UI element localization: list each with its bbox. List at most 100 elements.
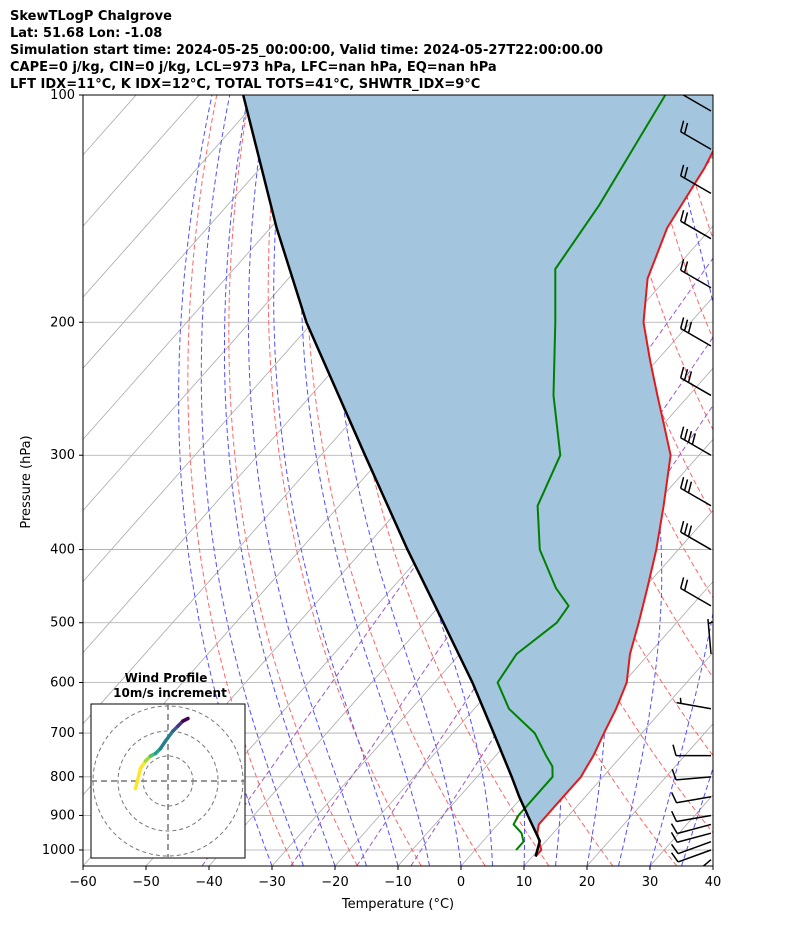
- y-tick-label: 600: [50, 676, 75, 691]
- wind-barb-staff: [680, 377, 712, 397]
- chart-header: SkewTLogP Chalgrove Lat: 51.68 Lon: -1.0…: [10, 8, 603, 93]
- x-tick-label: −50: [132, 875, 159, 890]
- hodograph-title: Wind Profile: [125, 671, 208, 685]
- moist-adiabat: [649, 95, 713, 866]
- wind-barb-flag: [683, 523, 689, 535]
- wind-barb: [679, 366, 712, 397]
- wind-barb-flag: [683, 319, 689, 331]
- wind-barb: [679, 209, 712, 240]
- x-tick-label: 0: [457, 875, 465, 890]
- wind-barb-flag: [679, 164, 685, 177]
- wind-barb: [679, 259, 712, 289]
- dry-adiabat: [411, 95, 678, 866]
- location-line: Lat: 51.68 Lon: -1.08: [10, 26, 163, 41]
- time-line: Simulation start time: 2024-05-25_00:00:…: [10, 43, 603, 58]
- wind-barb-staff: [680, 437, 712, 456]
- y-tick-label: 500: [50, 616, 75, 631]
- wind-barb-flag: [672, 744, 677, 756]
- wind-barb-flag: [683, 579, 689, 591]
- wind-barb-staff: [680, 131, 712, 150]
- wind-barb: [670, 832, 712, 843]
- isotherm-line: [776, 95, 794, 866]
- wind-barb-flag: [679, 366, 685, 379]
- wind-barb-flag: [687, 431, 693, 443]
- parcel-line: [241, 95, 542, 857]
- x-tick-label: 20: [579, 875, 596, 890]
- wind-barb-flag: [683, 479, 689, 491]
- wind-barb-staff: [680, 487, 712, 507]
- dry-adiabat: [267, 95, 422, 866]
- isotherm-line: [83, 95, 200, 227]
- wind-barb-flag: [671, 768, 677, 781]
- temperature-line: [534, 149, 713, 858]
- wind-barb-flag: [687, 481, 693, 493]
- wind-barb-staff: [677, 849, 712, 863]
- y-tick-label: 900: [50, 808, 75, 823]
- wind-barbs: [670, 95, 713, 882]
- wind-barb: [679, 477, 712, 507]
- x-tick-label: −30: [258, 875, 285, 890]
- wind-barb: [670, 792, 712, 804]
- wind-barb: [671, 768, 712, 781]
- wind-barb: [679, 426, 712, 456]
- hodograph-trace-segment: [133, 766, 143, 791]
- wind-barb: [679, 164, 712, 195]
- x-tick-label: −10: [384, 875, 411, 890]
- wind-barb-staff: [676, 832, 712, 843]
- wind-barb-flag: [675, 876, 684, 882]
- wind-barb: [670, 823, 712, 835]
- moist-adiabat: [681, 766, 713, 866]
- moist-adiabat: [745, 95, 794, 866]
- dry-adiabat: [673, 95, 713, 241]
- moist-adiabat: [712, 864, 713, 866]
- wind-barb-staff: [676, 814, 712, 823]
- wind-barb-flag: [683, 166, 689, 179]
- wind-barb-staff: [680, 531, 712, 551]
- wind-barb-staff: [677, 840, 712, 855]
- wind-barb-staff: [676, 701, 712, 710]
- wind-barb: [670, 849, 712, 863]
- y-axis-label: Pressure (hPa): [19, 435, 34, 528]
- hodograph-subtitle: 10m/s increment: [113, 686, 227, 700]
- dry-adiabat: [377, 95, 614, 866]
- y-tick-label: 700: [50, 726, 75, 741]
- wind-barb-staff: [681, 95, 712, 112]
- isotherm-line: [523, 652, 713, 866]
- wind-barb-flag: [670, 832, 678, 843]
- wind-barb-flag: [670, 810, 678, 822]
- wind-barb-flag: [679, 259, 685, 271]
- x-tick-label: −60: [69, 875, 96, 890]
- wind-barb-staff: [680, 220, 712, 240]
- isotherm-line: [334, 438, 713, 866]
- hodograph-trace-segment: [181, 716, 190, 723]
- x-tick-label: 10: [516, 875, 533, 890]
- wind-barb-flag: [670, 852, 679, 863]
- isotherm-line: [83, 95, 326, 369]
- wind-barb-staff: [676, 795, 712, 804]
- y-tick-label: 300: [50, 448, 75, 463]
- moist-adiabat: [178, 95, 273, 866]
- wind-barb: [670, 810, 712, 823]
- wind-barb-flag: [679, 317, 685, 329]
- wind-barb-flag: [679, 120, 685, 132]
- moist-adiabat: [300, 95, 430, 866]
- wind-barb-staff: [680, 269, 712, 289]
- y-tick-label: 100: [50, 88, 75, 103]
- wind-barb-flag: [679, 426, 685, 438]
- isotherm-line: [0, 95, 10, 866]
- moist-adiabat: [224, 95, 336, 866]
- x-axis: −60 −50 −40 −30 −20 −10 0 10 20 30 40: [69, 866, 721, 890]
- wind-barb-staff: [676, 776, 712, 781]
- cape-shading: [243, 95, 713, 857]
- dewpoint-line: [496, 95, 667, 851]
- x-tick-label: 30: [642, 875, 659, 890]
- wind-barb-staff: [680, 327, 712, 347]
- dry-adiabat: [705, 95, 713, 125]
- wind-barb: [679, 317, 712, 347]
- wind-barb: [679, 520, 712, 551]
- wind-barb: [670, 840, 712, 855]
- wind-barb-flag: [691, 433, 697, 445]
- isotherm-line: [83, 95, 263, 298]
- moist-adiabat: [273, 95, 399, 866]
